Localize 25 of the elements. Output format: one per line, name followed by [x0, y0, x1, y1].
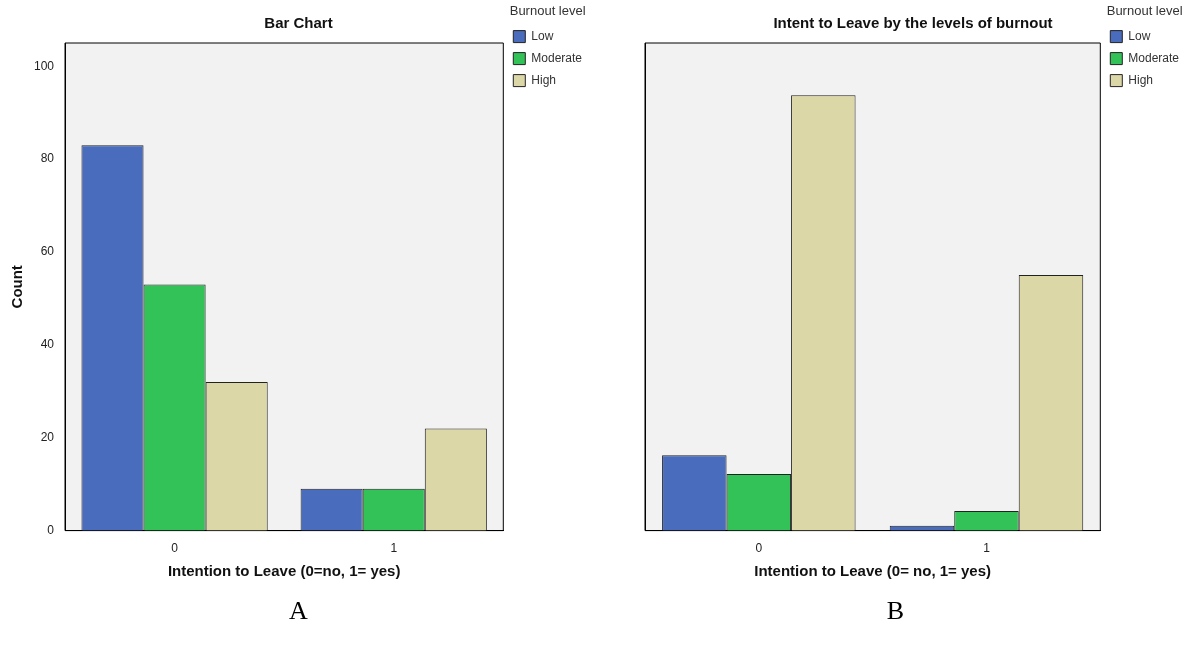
- y-tick-label: 100: [33, 58, 55, 73]
- y-axis-title: Count: [8, 265, 26, 309]
- legend-label: Low: [1128, 28, 1151, 43]
- x-tick-label: 1: [390, 541, 398, 556]
- y-tick-label: 0: [47, 522, 55, 537]
- text: A: [288, 596, 309, 626]
- legend-label: Low: [531, 28, 554, 43]
- legend-label: High: [1128, 72, 1153, 87]
- legend-label: Moderate: [531, 50, 583, 65]
- chart-title: Intent to Leave by the levels of burnout: [773, 14, 1053, 32]
- x-tick-label: 1: [983, 541, 991, 556]
- x-tick-label: 0: [171, 541, 179, 556]
- legend-title: Burnout level: [509, 3, 586, 19]
- x-axis-title: Intention to Leave (0= no, 1= yes): [754, 562, 992, 580]
- y-tick-label: 60: [40, 244, 55, 259]
- legend-label: High: [531, 72, 556, 87]
- y-tick-label: 20: [40, 430, 55, 445]
- legend-label: Moderate: [1128, 50, 1180, 65]
- legend-title: Burnout level: [1106, 3, 1183, 19]
- y-tick-label: 80: [40, 151, 55, 166]
- text: B: [885, 596, 906, 626]
- y-tick-label: 40: [40, 337, 55, 352]
- x-tick-label: 0: [755, 541, 763, 556]
- chart-title: Bar Chart: [264, 14, 333, 32]
- x-axis-title: Intention to Leave (0=no, 1= yes): [167, 562, 401, 580]
